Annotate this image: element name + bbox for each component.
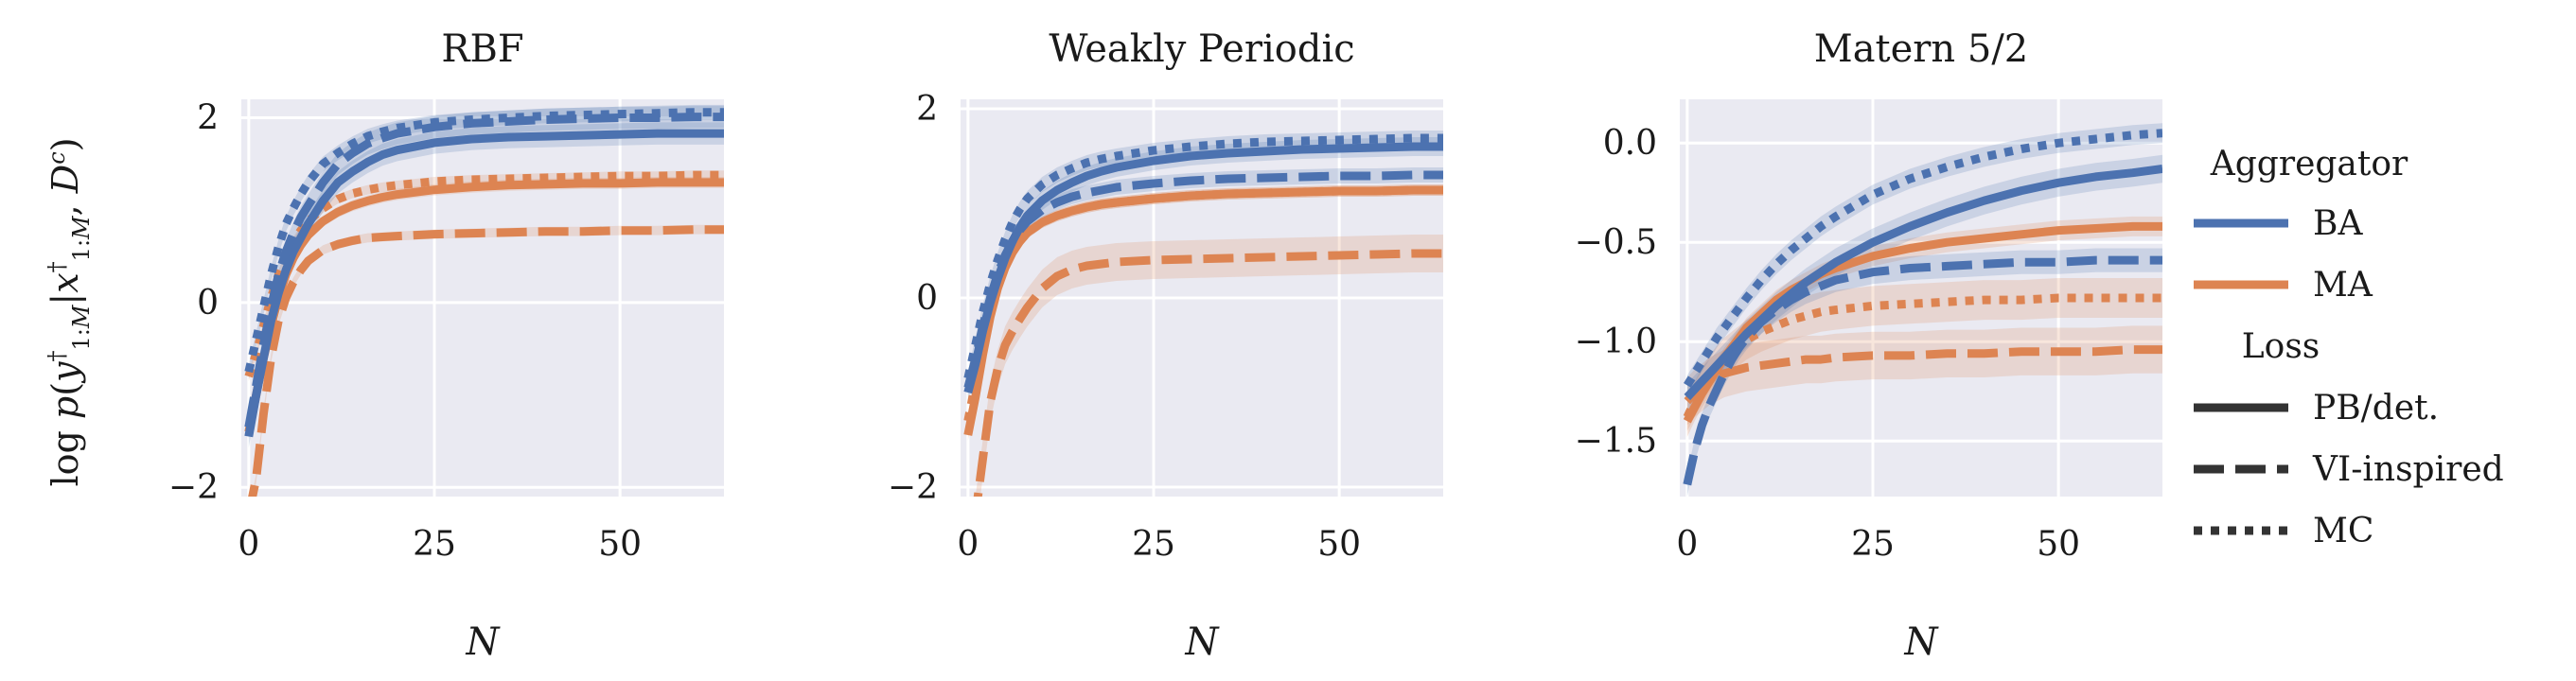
line-ba-pbdet	[1684, 165, 2162, 401]
line-ma-viinspired	[973, 249, 1443, 497]
legend-label-solid: PB/det.	[2313, 389, 2439, 428]
y-tick-label: −2	[888, 468, 938, 507]
lines	[244, 108, 724, 497]
x-tick-label: 0	[238, 525, 259, 564]
panel-2: 0 25 50 0.0 −0.5 −1.0 −1.5 Matern 5/2 N	[1575, 27, 2162, 664]
legend-label-ba: BA	[2313, 204, 2363, 243]
band-ba-pbdet	[1686, 154, 2162, 411]
x-axis-label: N	[1185, 620, 1221, 664]
panel-1: 0 25 50 −2 0 2 Weakly Periodic N	[888, 27, 1443, 664]
line-ma-mc	[963, 185, 1443, 422]
x-axis-label: N	[1904, 620, 1940, 664]
y-tick-label: 0.0	[1603, 124, 1657, 163]
line-ma-viinspired	[248, 225, 724, 497]
shared-y-axis-label: log p(y†1:M|x†1:M, Dc)	[44, 137, 95, 486]
x-tick-label: 0	[1676, 525, 1698, 564]
legend-label-dotted: MC	[2313, 512, 2373, 550]
panels: 0 25 50 −2 0 2 RBF N 0 25 50 −2 0 2 Weakly Periodic N 0 2…	[168, 27, 2162, 664]
plot-area	[1680, 99, 2162, 497]
panel-title: RBF	[441, 27, 523, 71]
lines	[963, 133, 1443, 497]
y-tick-label: −1.0	[1575, 323, 1657, 361]
y-tick-label: −1.5	[1575, 422, 1657, 461]
x-tick-label: 0	[957, 525, 979, 564]
panel-0: 0 25 50 −2 0 2 RBF N	[168, 27, 724, 664]
panel-title: Weakly Periodic	[1049, 27, 1354, 71]
line-ba-mc	[1683, 129, 2162, 388]
legend-label-dashed: VI-inspired	[2312, 450, 2504, 489]
y-tick-label: 2	[197, 99, 219, 138]
legend: Aggregator BA MA Loss PB/det. VI-inspire…	[2194, 145, 2504, 550]
x-tick-label: 25	[1132, 525, 1175, 564]
y-tick-label: 0	[197, 284, 219, 323]
x-axis-label: N	[466, 620, 502, 664]
y-tick-label: −2	[168, 468, 219, 507]
legend-hue-title: Aggregator	[2210, 145, 2408, 183]
panel-title: Matern 5/2	[1814, 27, 2029, 71]
legend-label-ma: MA	[2313, 266, 2373, 305]
band-ma-viinspired	[1686, 325, 2162, 426]
y-tick-label: −0.5	[1575, 223, 1657, 262]
legend-style-title: Loss	[2242, 327, 2320, 366]
line-ma-viinspired	[1684, 345, 2162, 405]
plot-area	[241, 99, 724, 497]
y-tick-label: 0	[916, 279, 938, 318]
bands	[967, 131, 1443, 497]
band-ma-viinspired	[967, 235, 1443, 497]
x-tick-label: 50	[598, 525, 642, 564]
line-ba-mc	[963, 133, 1443, 379]
line-ba-viinspired	[1683, 255, 2162, 486]
x-tick-label: 50	[2037, 525, 2080, 564]
x-tick-label: 25	[413, 525, 456, 564]
y-tick-label: 2	[916, 90, 938, 129]
band-ma-mc	[1686, 278, 2162, 437]
line-ma-mc	[244, 170, 724, 378]
line-ba-mc	[244, 108, 724, 374]
lines	[1683, 129, 2162, 486]
x-tick-label: 50	[1317, 525, 1361, 564]
x-tick-label: 25	[1851, 525, 1895, 564]
